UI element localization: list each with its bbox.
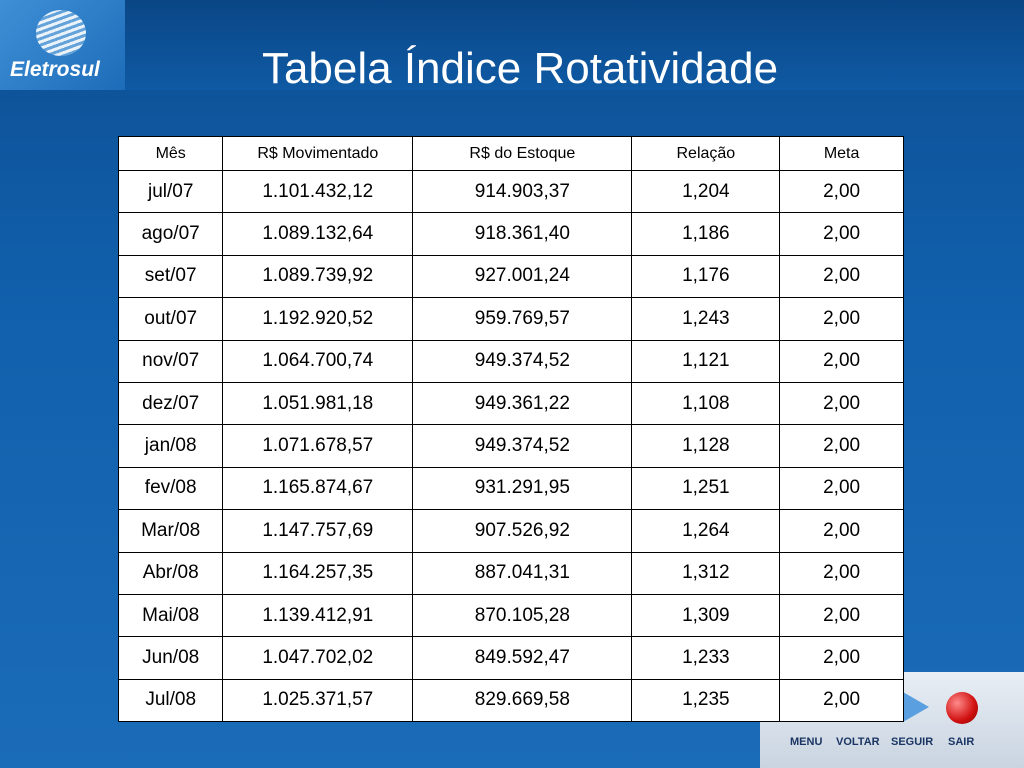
table-cell: 1,264 — [631, 509, 781, 553]
table-row: Jul/08 1.025.371,57 829.669,58 1,235 2,00 — [117, 678, 904, 723]
table-cell: 887.041,31 — [412, 551, 633, 595]
table-row: Jun/08 1.047.702,02 849.592,47 1,233 2,00 — [117, 636, 904, 680]
column-header: R$ do Estoque — [412, 136, 633, 171]
table-cell: 1,235 — [631, 678, 781, 723]
table-cell: Jul/08 — [117, 678, 224, 723]
table-cell: 918.361,40 — [412, 212, 633, 256]
table-cell: set/07 — [117, 254, 224, 299]
nav-label[interactable]: SAIR — [948, 736, 975, 748]
table-cell: 2,00 — [779, 297, 904, 341]
table-cell: 927.001,24 — [412, 254, 633, 299]
table-cell: 2,00 — [779, 339, 904, 383]
table-cell: 2,00 — [779, 169, 904, 214]
column-header: Relação — [631, 136, 781, 171]
table-cell: 914.903,37 — [412, 169, 633, 214]
table-cell: Abr/08 — [117, 551, 224, 595]
table-cell: 949.374,52 — [412, 424, 633, 468]
table-cell: dez/07 — [117, 381, 224, 426]
logo-globe — [36, 10, 86, 56]
data-table: Mês R$ Movimentado R$ do Estoque Relação Met… — [117, 136, 904, 723]
table-cell: 2,00 — [779, 381, 904, 426]
nav-label[interactable]: SEGUIR — [891, 736, 934, 748]
table-cell: 1,309 — [631, 593, 781, 638]
table-cell: 1,312 — [631, 551, 781, 595]
table-cell: 2,00 — [779, 551, 904, 595]
column-header: R$ Movimentado — [222, 136, 414, 171]
table-cell: 1,121 — [631, 339, 781, 383]
table-cell: 1.101.432,12 — [222, 169, 414, 214]
table-cell: Mai/08 — [117, 593, 224, 638]
table-cell: 2,00 — [779, 466, 904, 511]
table-row: ago/07 1.089.132,64 918.361,40 1,186 2,00 — [117, 212, 904, 256]
table-cell: 949.361,22 — [412, 381, 633, 426]
table-cell: 931.291,95 — [412, 466, 633, 511]
banner — [0, 0, 1024, 90]
table-cell: 1.165.874,67 — [222, 466, 414, 511]
table-row: fev/08 1.165.874,67 931.291,95 1,251 2,00 — [117, 466, 904, 511]
table-row: Mai/08 1.139.412,91 870.105,28 1,309 2,00 — [117, 593, 904, 638]
table-cell: 2,00 — [779, 254, 904, 299]
table-cell: 1.192.920,52 — [222, 297, 414, 341]
table-cell: 1,186 — [631, 212, 781, 256]
table-cell: fev/08 — [117, 466, 224, 511]
table-cell: 1.071.678,57 — [222, 424, 414, 468]
exit-button[interactable] — [946, 692, 978, 724]
table-cell: jan/08 — [117, 424, 224, 468]
table-cell: 1,176 — [631, 254, 781, 299]
table-cell: 1.089.739,92 — [222, 254, 414, 299]
table-row: set/07 1.089.739,92 927.001,24 1,176 2,00 — [117, 254, 904, 299]
table-cell: 1.064.700,74 — [222, 339, 414, 383]
logo: Eletrosul — [0, 0, 125, 90]
column-header: Meta — [779, 136, 904, 171]
table-cell: out/07 — [117, 297, 224, 341]
table-cell: ago/07 — [117, 212, 224, 256]
table-cell: jul/07 — [117, 169, 224, 214]
table-cell: 1.139.412,91 — [222, 593, 414, 638]
table-row: out/07 1.192.920,52 959.769,57 1,243 2,00 — [117, 297, 904, 341]
table-cell: 1.089.132,64 — [222, 212, 414, 256]
table-cell: Mar/08 — [117, 509, 224, 553]
header-row: Mês R$ Movimentado R$ do Estoque Relação Met… — [117, 136, 904, 171]
table-cell: 959.769,57 — [412, 297, 633, 341]
table-cell: 2,00 — [779, 636, 904, 680]
table-cell: nov/07 — [117, 339, 224, 383]
table-cell: 1.147.757,69 — [222, 509, 414, 553]
table-cell: 2,00 — [779, 212, 904, 256]
table-cell: 1,204 — [631, 169, 781, 214]
table-row: Abr/08 1.164.257,35 887.041,31 1,312 2,00 — [117, 551, 904, 595]
table-cell: 1.164.257,35 — [222, 551, 414, 595]
table-row: nov/07 1.064.700,74 949.374,52 1,121 2,00 — [117, 339, 904, 383]
slide-title: Tabela Índice Rotatividade — [261, 44, 779, 93]
table-row: jul/07 1.101.432,12 914.903,37 1,204 2,00 — [117, 169, 904, 214]
table-cell: 907.526,92 — [412, 509, 633, 553]
table-cell: Jun/08 — [117, 636, 224, 680]
table-cell: 2,00 — [779, 424, 904, 468]
table-row: dez/07 1.051.981,18 949.361,22 1,108 2,00 — [117, 381, 904, 426]
table-cell: 1,108 — [631, 381, 781, 426]
table-cell: 829.669,58 — [412, 678, 633, 723]
table-cell: 1,243 — [631, 297, 781, 341]
table-cell: 2,00 — [779, 593, 904, 638]
table-cell: 1.025.371,57 — [222, 678, 414, 723]
table-cell: 2,00 — [779, 509, 904, 553]
logo-text: Eletrosul — [10, 58, 100, 81]
table-cell: 2,00 — [779, 678, 904, 723]
column-header: Mês — [117, 136, 224, 171]
table-cell: 949.374,52 — [412, 339, 633, 383]
table-cell: 1,128 — [631, 424, 781, 468]
table-cell: 849.592,47 — [412, 636, 633, 680]
table-cell: 1,233 — [631, 636, 781, 680]
table-cell: 1.051.981,18 — [222, 381, 414, 426]
nav-label[interactable]: MENU — [790, 736, 823, 748]
nav-label[interactable]: VOLTAR — [836, 736, 880, 748]
table-cell: 1,251 — [631, 466, 781, 511]
table-row: Mar/08 1.147.757,69 907.526,92 1,264 2,00 — [117, 509, 904, 553]
table-cell: 1.047.702,02 — [222, 636, 414, 680]
table-cell: 870.105,28 — [412, 593, 633, 638]
table-row: jan/08 1.071.678,57 949.374,52 1,128 2,00 — [117, 424, 904, 468]
